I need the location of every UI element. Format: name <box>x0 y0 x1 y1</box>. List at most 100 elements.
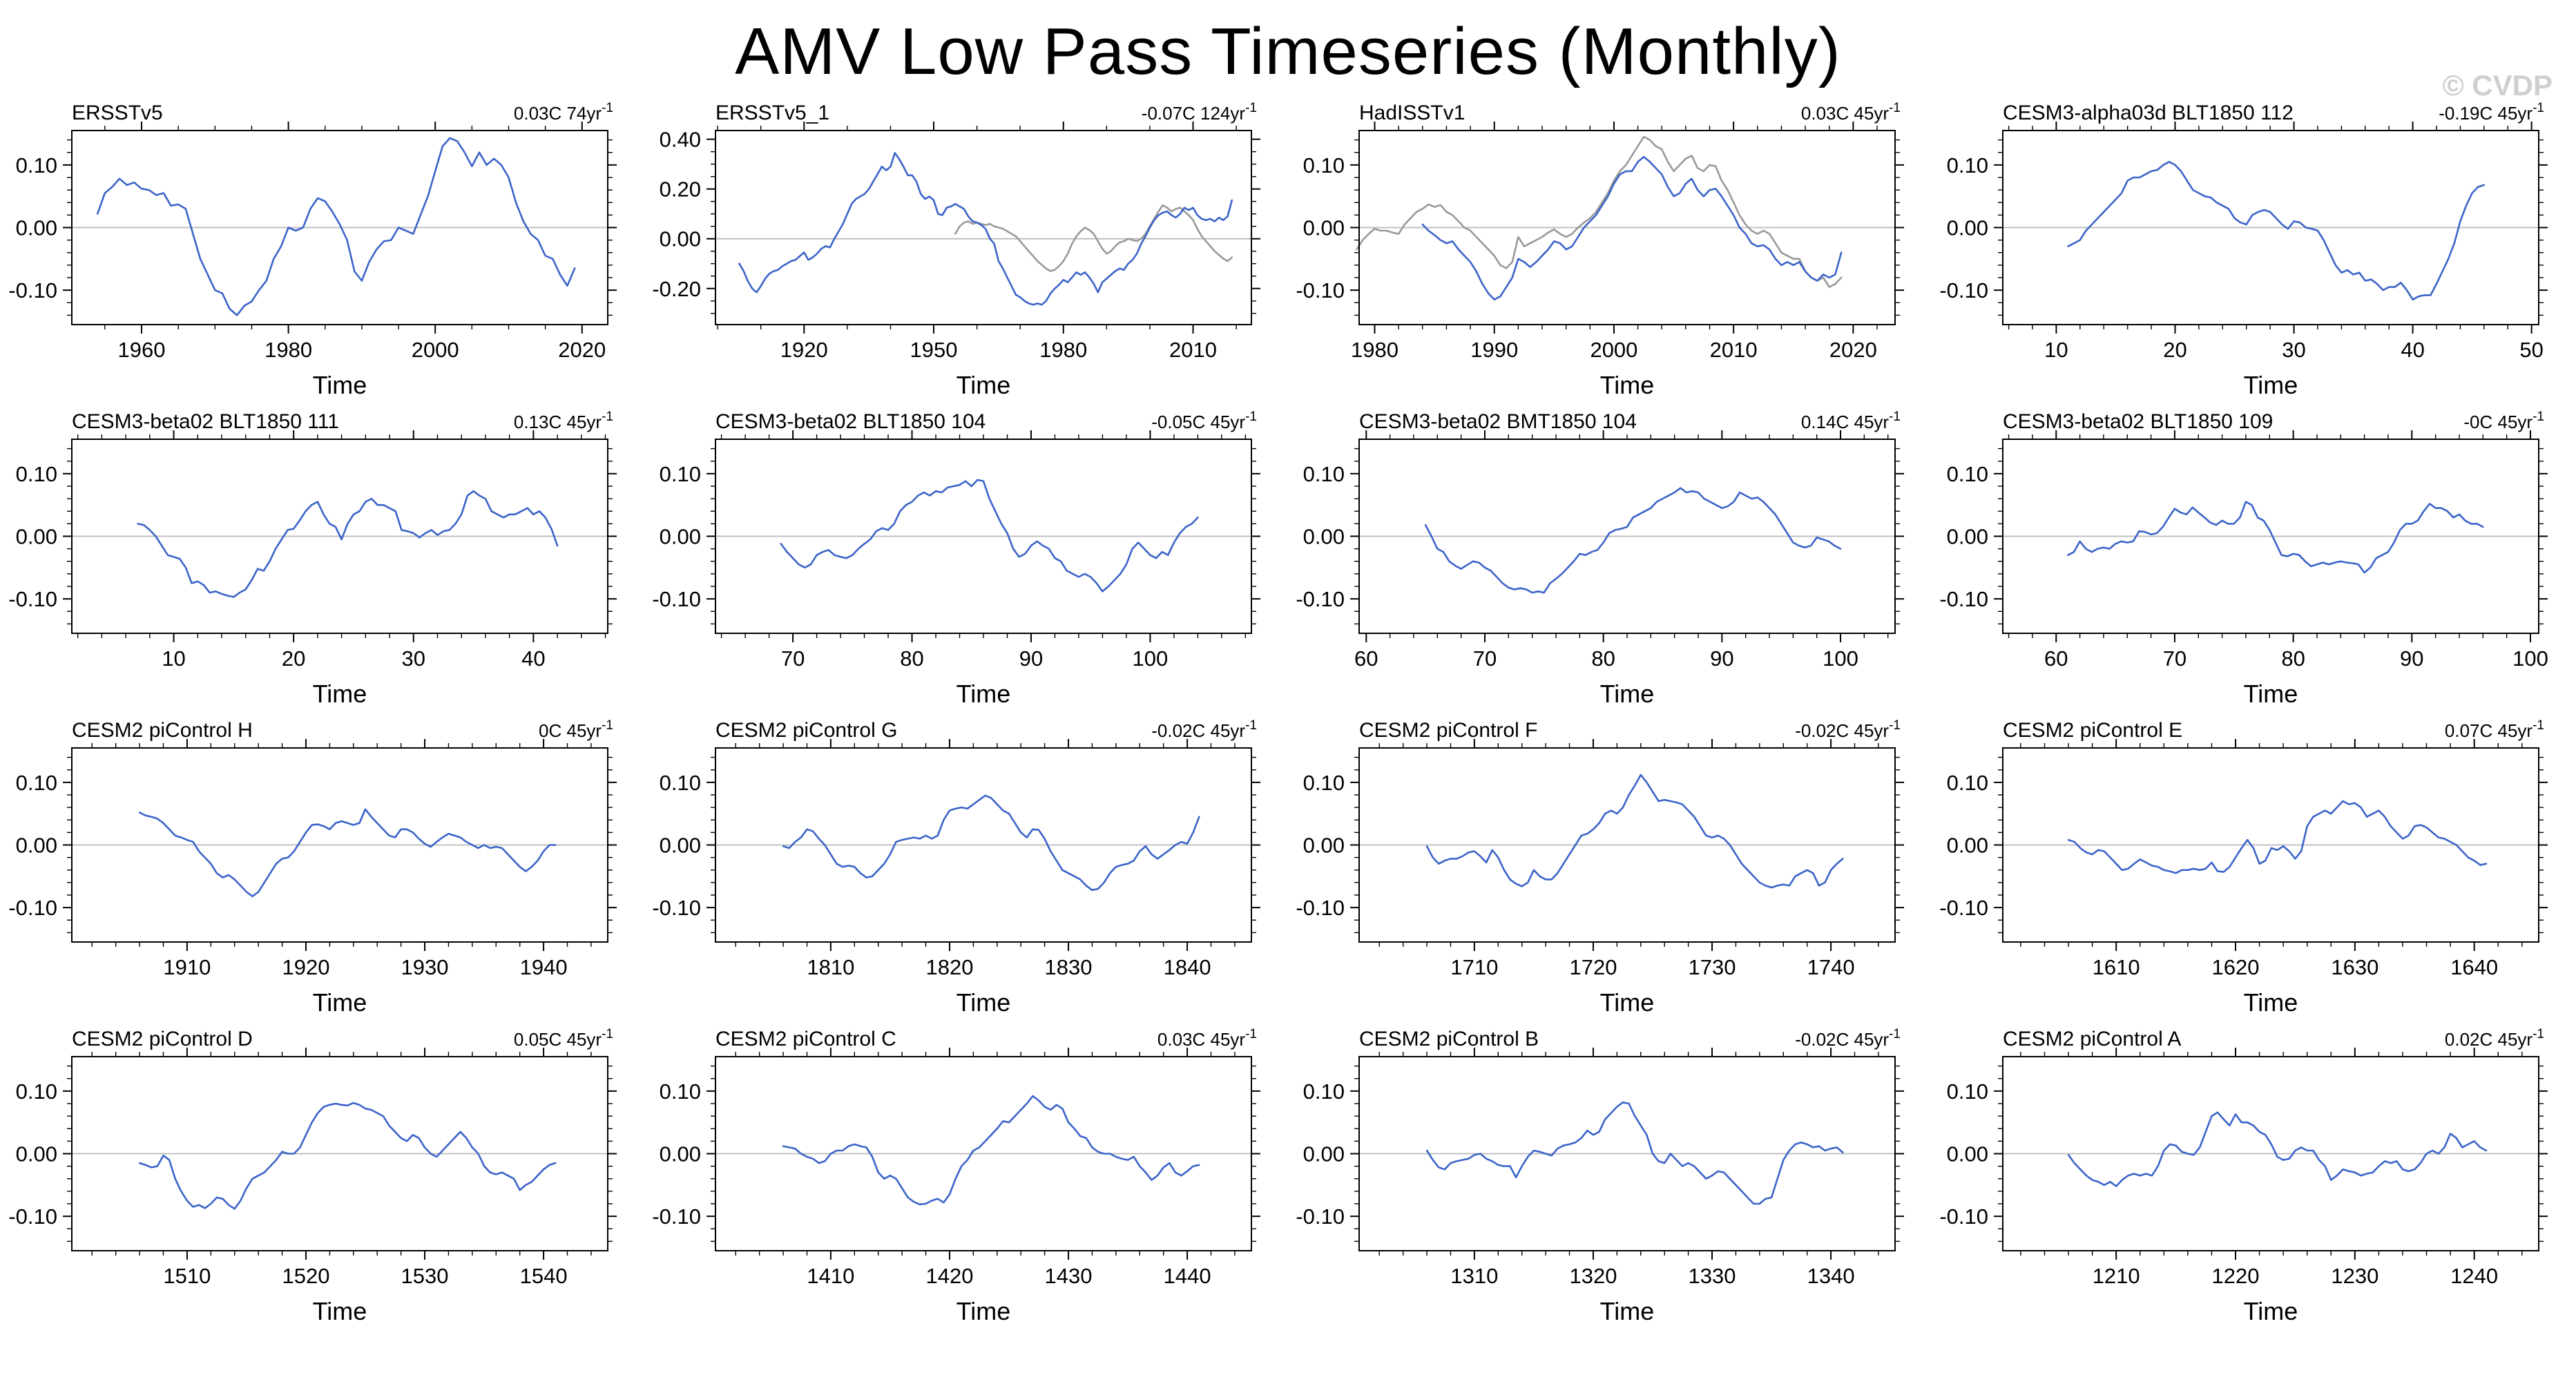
y-tick-label: -0.10 <box>1939 278 1988 302</box>
trend-label: -0.19C 45yr-1 <box>2439 101 2544 124</box>
x-axis-label: Time <box>313 680 367 708</box>
x-axis-label: Time <box>313 1297 367 1325</box>
cvdp-watermark: © CVDP <box>2442 69 2553 102</box>
x-tick-label: 60 <box>1354 646 1378 671</box>
x-tick-label: 1310 <box>1450 1264 1498 1288</box>
x-axis-label: Time <box>313 988 367 1017</box>
series-line-amv <box>1425 773 1844 889</box>
y-tick-label: -0.10 <box>1939 587 1988 611</box>
x-tick-label: 1830 <box>1045 955 1093 979</box>
y-tick-label: 0.00 <box>16 1142 57 1166</box>
panel-title: ERSSTv5 <box>72 102 163 124</box>
x-tick-label: 1810 <box>807 955 854 979</box>
x-tick-label: 2000 <box>412 338 459 362</box>
y-tick-label: 0.10 <box>660 771 701 795</box>
trend-label: 0.02C 45yr-1 <box>2445 1027 2544 1050</box>
trend-label: -0.02C 45yr-1 <box>1795 1027 1901 1050</box>
y-tick-label: 0.00 <box>1947 216 1988 240</box>
series-line-amv <box>738 152 1233 306</box>
x-tick-label: 1950 <box>910 338 958 362</box>
y-tick-label: 0.00 <box>660 834 701 858</box>
y-tick-label: -0.10 <box>1939 1204 1988 1229</box>
x-tick-label: 90 <box>1019 646 1043 671</box>
y-tick-label: -0.10 <box>8 1204 57 1229</box>
x-tick-label: 1990 <box>1470 338 1518 362</box>
trend-label: -0.07C 124yr-1 <box>1142 101 1257 124</box>
x-tick-label: 70 <box>781 646 805 671</box>
x-tick-label: 1410 <box>807 1264 854 1288</box>
y-tick-label: 0.00 <box>1303 834 1345 858</box>
x-tick-label: 2020 <box>558 338 606 362</box>
series-line-amv <box>96 137 576 316</box>
trend-label: 0.03C 45yr-1 <box>1801 101 1901 124</box>
x-tick-label: 1920 <box>282 955 329 979</box>
x-tick-label: 80 <box>900 646 923 671</box>
y-tick-label: 0.10 <box>1303 153 1345 177</box>
timeseries-panel: 1980 1990 2000 2010 2020 -0.10 0.00 0.10 HadISST… <box>1296 101 1904 399</box>
x-tick-label: 60 <box>2044 646 2068 671</box>
x-tick-label: 1510 <box>163 1264 211 1288</box>
timeseries-panel: 60 70 80 90 100 -0.10 0.00 0.10 CESM3-beta02 BMT… <box>1296 410 1904 708</box>
y-tick-label: -0.10 <box>652 587 701 611</box>
y-tick-label: -0.10 <box>1296 278 1345 302</box>
x-tick-label: 30 <box>2282 338 2305 362</box>
timeseries-panel: 1960 1980 2000 2020 -0.10 0.00 0.10 ERSSTv5 0.03… <box>8 101 617 399</box>
timeseries-panel: 1210 1220 1230 1240 -0.10 0.00 0.10 CESM2 piCon… <box>1939 1027 2548 1325</box>
x-tick-label: 1910 <box>163 955 211 979</box>
page-title: AMV Low Pass Timeseries (Monthly) <box>735 15 1841 88</box>
x-tick-label: 1820 <box>925 955 973 979</box>
y-tick-label: 0.10 <box>660 1079 701 1104</box>
trend-label: -0C 45yr-1 <box>2463 410 2544 432</box>
y-tick-label: -0.10 <box>1296 896 1345 920</box>
x-tick-label: 2010 <box>1710 338 1758 362</box>
x-tick-label: 70 <box>1473 646 1497 671</box>
y-tick-label: 0.00 <box>660 1142 701 1166</box>
trend-label: 0C 45yr-1 <box>539 718 613 741</box>
series-line-amv <box>2067 161 2486 301</box>
x-tick-label: 1210 <box>2093 1264 2140 1288</box>
y-tick-label: -0.10 <box>1939 896 1988 920</box>
y-tick-label: 0.00 <box>1303 216 1345 240</box>
y-tick-label: -0.10 <box>652 1204 701 1229</box>
x-tick-label: 2000 <box>1590 338 1637 362</box>
x-tick-label: 1980 <box>1351 338 1398 362</box>
y-tick-label: -0.10 <box>1296 587 1345 611</box>
x-tick-label: 2010 <box>1169 338 1217 362</box>
trend-label: 0.05C 45yr-1 <box>514 1027 613 1050</box>
trend-label: -0.05C 45yr-1 <box>1151 410 1257 432</box>
timeseries-panel: 1810 1820 1830 1840 -0.10 0.00 0.10 CESM2 piCon… <box>652 718 1260 1017</box>
x-tick-label: 10 <box>162 646 185 671</box>
x-tick-label: 1840 <box>1164 955 1211 979</box>
y-tick-label: 0.00 <box>1947 1142 1988 1166</box>
timeseries-panel: 1510 1520 1530 1540 -0.10 0.00 0.10 CESM2 piCon… <box>8 1027 617 1325</box>
x-tick-label: 1330 <box>1689 1264 1736 1288</box>
x-axis-label: Time <box>1600 371 1655 399</box>
y-tick-label: 0.10 <box>1947 462 1988 486</box>
x-tick-label: 1420 <box>925 1264 973 1288</box>
x-axis-label: Time <box>2244 680 2298 708</box>
x-axis-label: Time <box>1600 988 1655 1017</box>
x-axis-label: Time <box>313 371 367 399</box>
timeseries-panel: 70 80 90 100 -0.10 0.00 0.10 CESM3-beta02 BLT18… <box>652 410 1260 708</box>
y-tick-label: -0.10 <box>8 896 57 920</box>
x-tick-label: 10 <box>2044 338 2068 362</box>
x-tick-label: 1530 <box>401 1264 449 1288</box>
series-line-amv <box>782 1095 1200 1206</box>
y-tick-label: 0.00 <box>660 227 701 251</box>
x-tick-label: 30 <box>402 646 425 671</box>
x-axis-label: Time <box>957 371 1011 399</box>
trend-label: 0.07C 45yr-1 <box>2445 718 2544 741</box>
timeseries-panel: 10 20 30 40 -0.10 0.00 0.10 CESM3-beta02 BLT185… <box>8 410 617 708</box>
trend-label: 0.03C 45yr-1 <box>1157 1027 1257 1050</box>
panel-title: CESM2 piControl F <box>1359 719 1537 742</box>
x-tick-label: 90 <box>1710 646 1733 671</box>
timeseries-panel: 1610 1620 1630 1640 -0.10 0.00 0.10 CESM2 piCon… <box>1939 718 2548 1017</box>
trend-label: -0.02C 45yr-1 <box>1795 718 1901 741</box>
y-tick-label: 0.10 <box>1303 462 1345 486</box>
x-tick-label: 1220 <box>2212 1264 2260 1288</box>
x-axis-label: Time <box>1600 680 1655 708</box>
timeseries-panel: 10 20 30 40 50 -0.10 0.00 0.10 CESM3-alpha03d BL… <box>1939 101 2548 399</box>
x-tick-label: 1240 <box>2450 1264 2498 1288</box>
timeseries-panel: 1310 1320 1330 1340 -0.10 0.00 0.10 CESM2 piCon… <box>1296 1027 1904 1325</box>
y-tick-label: 0.10 <box>660 462 701 486</box>
